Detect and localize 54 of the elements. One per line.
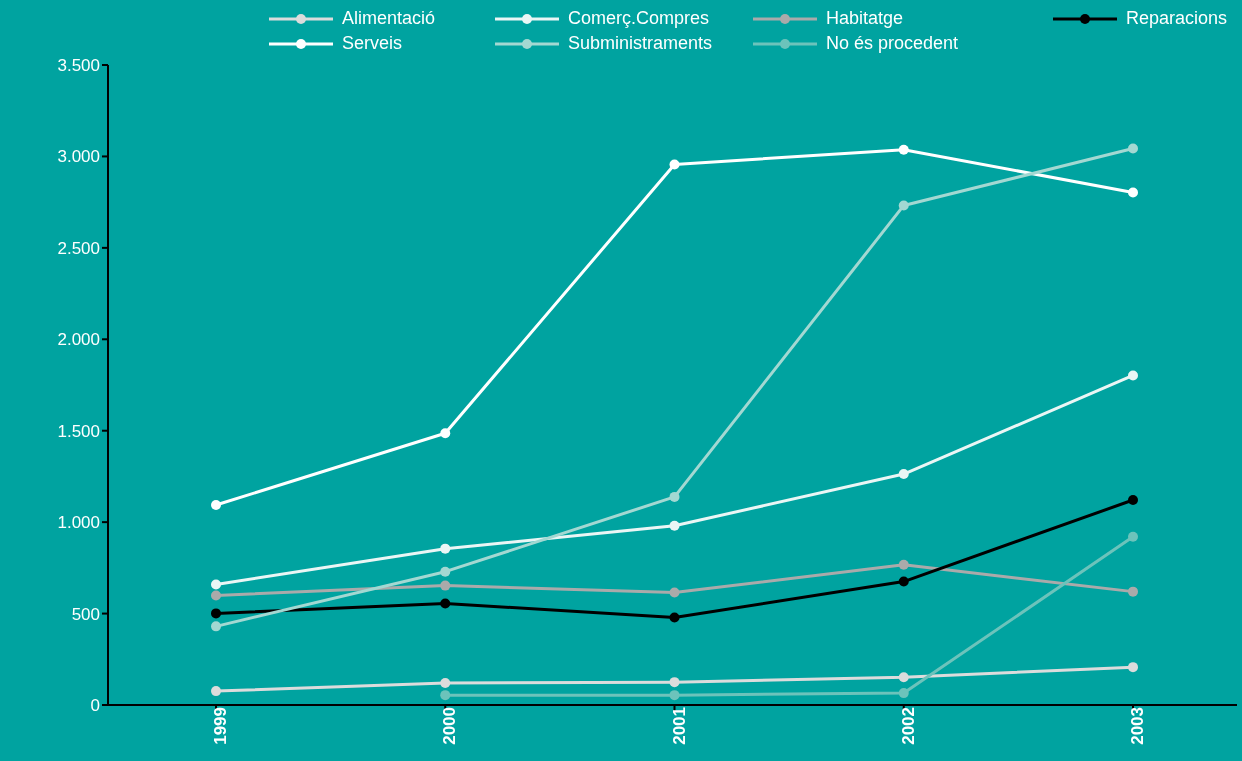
y-tick-label: 1.500 [57,421,100,441]
legend-label: Subministraments [568,33,713,54]
legend-label: Serveis [342,33,403,54]
point [1128,495,1138,506]
point [440,566,451,577]
point [669,491,680,502]
y-tick-label: 2.000 [57,330,100,350]
legend-label: Alimentació [342,8,436,29]
point [669,612,680,623]
x-tick-label: 2001 [669,707,689,745]
point [211,499,221,510]
x-tick-label: 1999 [211,707,231,745]
point [1128,143,1138,154]
point [898,672,909,683]
point [898,144,909,155]
point [669,159,680,170]
point [669,690,680,701]
point [898,200,909,211]
point [1128,370,1138,381]
point [898,688,909,699]
legend-label: No és procedent [826,33,959,54]
point [898,576,909,587]
y-tick-label: 0 [90,696,100,716]
point [440,690,451,701]
point [669,677,680,688]
point [440,598,451,609]
legend-label: Reparacions [1126,8,1228,29]
point [1128,187,1138,198]
x-tick-label: 2000 [440,707,460,745]
x-tick-label: 2002 [898,707,918,745]
point [1128,531,1138,542]
point [440,678,451,689]
legend-label: Habitatge [826,8,904,29]
point [898,559,909,570]
point [1128,586,1138,597]
x-tick-label: 2003 [1128,707,1148,745]
y-tick-label: 3.000 [57,147,100,167]
point [211,590,221,601]
point [440,428,451,439]
point [211,579,221,590]
point [440,580,451,591]
y-tick-label: 1.000 [57,513,100,533]
y-tick-label: 500 [71,604,100,624]
point [211,608,221,619]
y-tick-label: 2.500 [57,238,100,258]
point [669,520,680,531]
point [211,621,221,632]
point [898,469,909,480]
point [669,587,680,598]
point [211,686,221,697]
legend-label: Comerç.Compres [568,8,710,29]
point [1128,662,1138,673]
point [440,543,451,554]
y-tick-label: 3.500 [57,56,100,76]
